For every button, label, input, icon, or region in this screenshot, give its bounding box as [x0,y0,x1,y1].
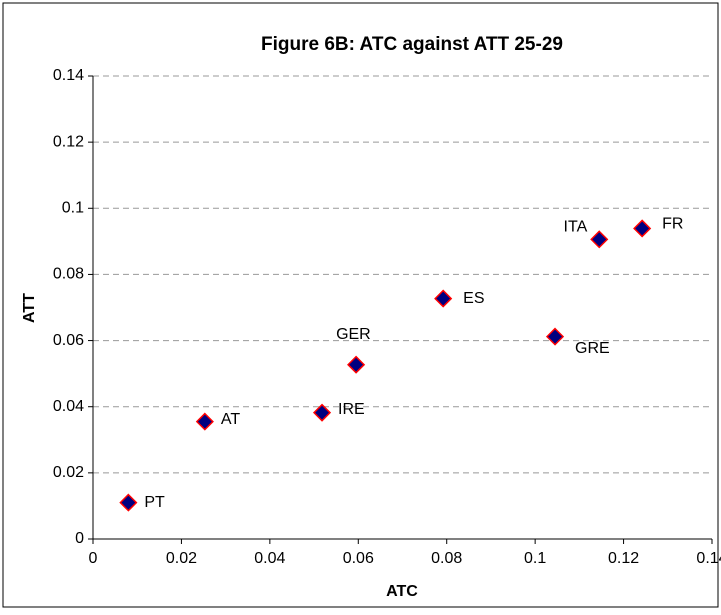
point-label: ITA [564,219,588,236]
x-tick-label: 0.08 [431,550,462,567]
point [119,493,138,512]
y-tick-label: 0.1 [62,200,84,217]
point [195,412,214,431]
x-tick-label: 0.1 [524,550,546,567]
point-label: PT [144,494,165,511]
y-tick-label: 0.08 [53,266,84,283]
point [545,327,565,346]
y-tick-label: 0.14 [53,67,84,84]
y-tick-label: 0.06 [53,332,84,349]
x-tick-label: 0.06 [343,550,374,567]
chart-title: Figure 6B: ATC against ATT 25-29 [261,34,563,55]
x-axis-label: ATC [386,583,418,600]
point-label: GER [336,326,371,343]
y-tick-label: 0.02 [53,464,84,481]
point [347,355,366,374]
point-label: FR [662,216,683,233]
x-tick-label: 0.02 [166,550,197,567]
point [434,289,453,308]
x-tick-label: 0.12 [608,550,639,567]
point [633,219,652,238]
x-tick-label: 0.14 [696,550,721,567]
x-tick-label: 0 [89,550,98,567]
point-label: AT [221,411,240,428]
point [590,230,609,249]
point-label: IRE [338,401,365,418]
point-label: ES [463,290,484,307]
y-tick-label: 0.04 [53,398,84,415]
y-axis-label: ATT [21,293,38,323]
chart-border [2,2,719,608]
x-tick-label: 0.04 [254,550,285,567]
y-tick-label: 0 [75,530,84,547]
point [312,403,332,422]
point-label: GRE [575,340,610,357]
y-tick-label: 0.12 [53,133,84,150]
